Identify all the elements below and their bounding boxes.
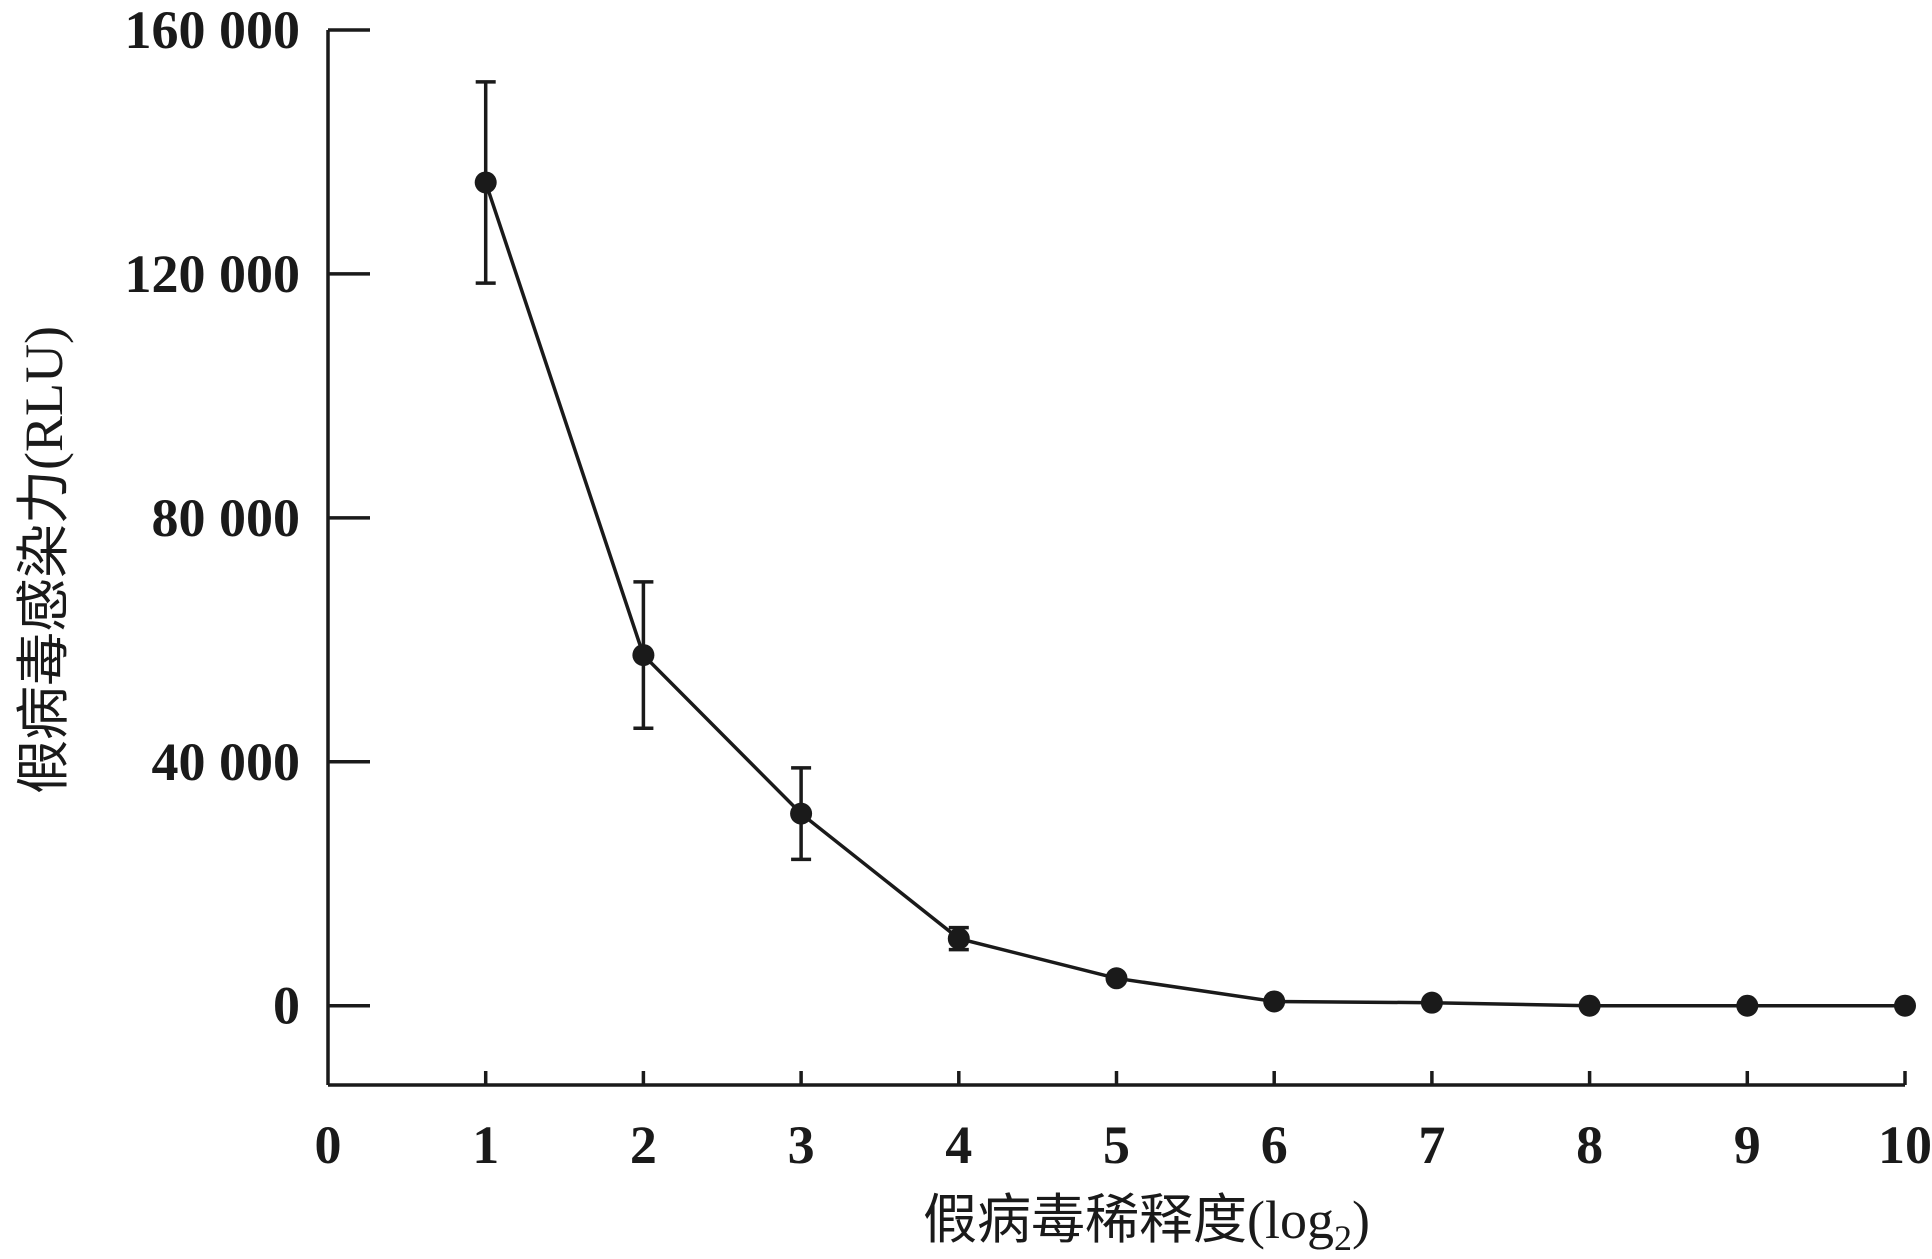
axes: 0 40 000 80 000 120 000 160 000 0 1 2 3 4 5 6 7 8 9 10 [125, 0, 1932, 1175]
data-points [474, 171, 1916, 1017]
data-point [1420, 991, 1443, 1014]
data-point [632, 644, 655, 667]
y-tick-label: 40 000 [152, 732, 301, 792]
y-tick-label: 160 000 [125, 0, 301, 60]
y-tick-label: 0 [273, 976, 300, 1036]
x-axis-title-subscript: 2 [1334, 1218, 1352, 1258]
data-point [1736, 994, 1759, 1017]
plot-area [474, 80, 1916, 1017]
x-tick-label: 10 [1878, 1115, 1932, 1175]
x-tick-label: 7 [1418, 1115, 1445, 1175]
data-point [1578, 994, 1601, 1017]
x-axis-title: 假病毒稀释度(log2) [923, 1190, 1370, 1258]
y-tick-label: 80 000 [152, 488, 301, 548]
y-tick-label: 120 000 [125, 244, 301, 304]
x-tick-label: 0 [315, 1115, 342, 1175]
y-axis-title: 假病毒感染力(RLU) [14, 326, 74, 794]
data-point [1894, 994, 1916, 1017]
y-axis-ticks: 0 40 000 80 000 120 000 160 000 [125, 0, 370, 1036]
series-line [484, 181, 1905, 1008]
data-point [474, 171, 497, 194]
x-tick-label: 1 [472, 1115, 499, 1175]
x-axis-title-suffix: ) [1352, 1190, 1370, 1250]
data-point [947, 927, 970, 950]
x-tick-label: 2 [630, 1115, 657, 1175]
data-point [1263, 990, 1286, 1013]
x-tick-label: 3 [788, 1115, 815, 1175]
x-tick-label: 6 [1261, 1115, 1288, 1175]
x-axis-title-main: 假病毒稀释度(log [923, 1190, 1334, 1250]
x-tick-label: 4 [945, 1115, 972, 1175]
data-point [790, 802, 813, 825]
x-axis-ticks: 0 1 2 3 4 5 6 7 8 9 10 [315, 1071, 1932, 1175]
x-tick-label: 9 [1734, 1115, 1761, 1175]
x-tick-label: 5 [1103, 1115, 1130, 1175]
data-point [1105, 967, 1128, 990]
x-tick-label: 8 [1576, 1115, 1603, 1175]
error-bars [475, 80, 969, 952]
